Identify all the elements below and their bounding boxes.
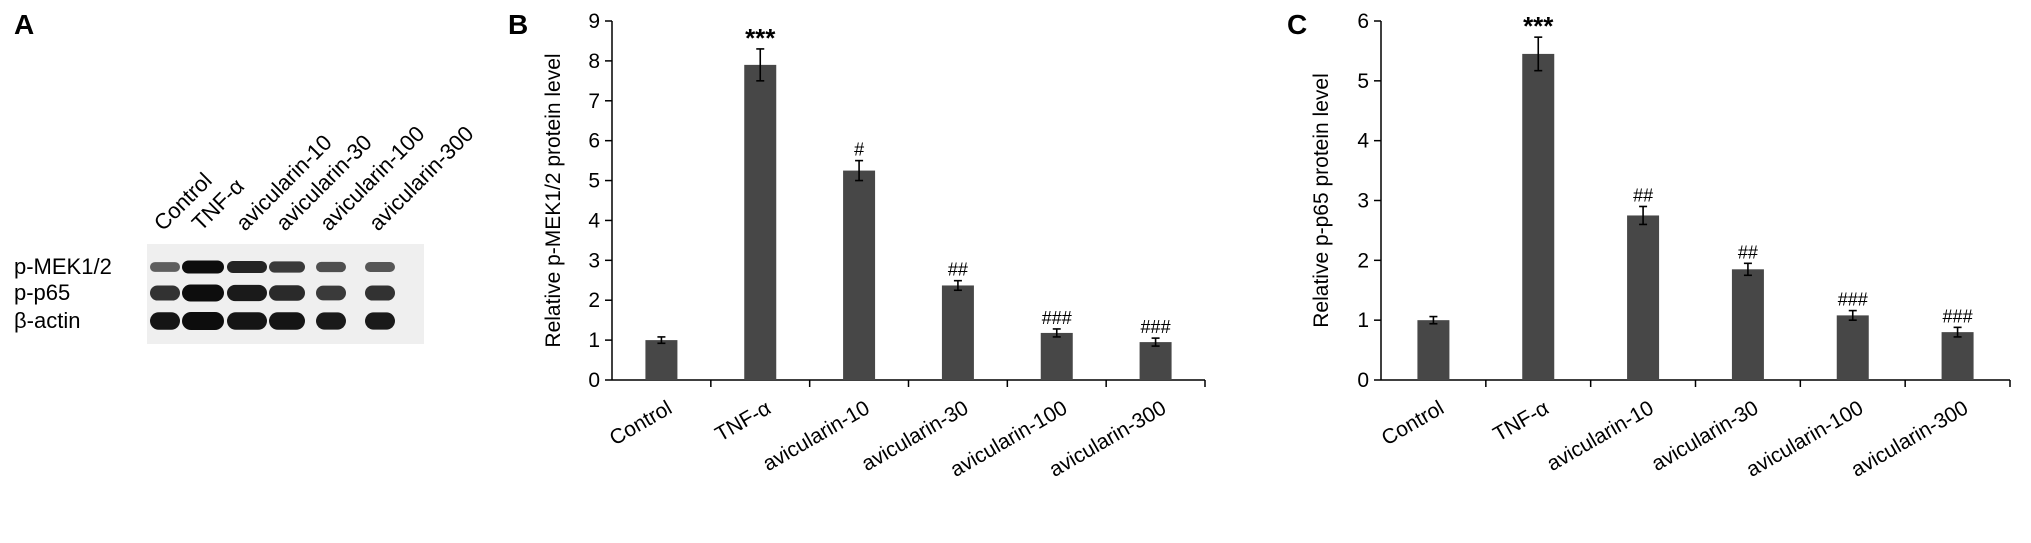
blot-band-p-mek1-2-lane-3 <box>227 260 267 274</box>
blot-band-p-mek1-2-lane-4 <box>269 261 305 273</box>
error-bar-avicularin-10 <box>855 159 864 182</box>
significance-label-avicularin-100: ### <box>1838 290 1868 310</box>
x-tick-label-avicularin-10: avicularin-10 <box>759 396 874 475</box>
error-bar-avicularin-30 <box>1743 262 1752 277</box>
blot-band-p-p65-lane-3 <box>227 284 267 302</box>
blot-band-actin-lane-1 <box>150 312 180 330</box>
blot-band-actin-lane-5 <box>316 312 346 330</box>
bar-avicularin-10 <box>843 170 876 380</box>
y-tick-label: 8 <box>588 50 600 73</box>
y-tick-label: 2 <box>588 289 600 312</box>
blot-band-actin-lane-4 <box>269 312 305 330</box>
blot-row-label-actin: β-actin <box>14 308 80 333</box>
x-tick-label-avicularin-100: avicularin-100 <box>1743 396 1868 481</box>
y-tick-label: 1 <box>1357 309 1369 332</box>
y-axis-title: Relative p-MEK1/2 protein level <box>542 53 565 347</box>
significance-label-avicularin-10: ## <box>1633 185 1653 205</box>
blot-row-labels: p-MEK1/2p-p65 β-actin <box>14 254 112 333</box>
x-tick-label-control: Control <box>1378 396 1448 450</box>
y-tick-label: 6 <box>1357 10 1369 33</box>
significance-label-tnf: *** <box>1523 11 1554 41</box>
y-tick-label: 0 <box>588 369 600 392</box>
bar-chart-p-mek: 0 1 2 3 4 5 6 7 8 9 Control *** TNF-α # avicularin-10 #… <box>542 10 1206 482</box>
blot-band-actin-lane-6 <box>365 312 395 330</box>
y-tick-label: 5 <box>1357 70 1369 93</box>
significance-label-avicularin-100: ### <box>1042 308 1072 328</box>
bar-control <box>1417 320 1450 380</box>
blot-band-p-p65-lane-5 <box>316 285 346 301</box>
y-tick-label: 9 <box>588 10 600 33</box>
y-tick-label: 6 <box>588 130 600 153</box>
chart-panel-c: C 0 1 2 3 4 5 6 Control *** TNF-α ## avicularin-10 #… <box>1287 9 2011 482</box>
bar-avicularin-300 <box>1139 342 1172 380</box>
bar-chart-p-p65: 0 1 2 3 4 5 6 Control *** TNF-α ## avicularin-10 ## a… <box>1310 10 2011 482</box>
chart-panel-b: B 0 1 2 3 4 5 6 7 8 9 Control *** TNF-α # avicularin-1… <box>508 9 1206 482</box>
y-tick-label: 2 <box>1357 249 1369 272</box>
blot-band-p-mek1-2-lane-1 <box>150 262 180 272</box>
blot-band-p-mek1-2-lane-5 <box>316 261 346 273</box>
bar-avicularin-300 <box>1941 332 1974 380</box>
significance-label-avicularin-300: ### <box>1141 317 1171 337</box>
bar-tnf <box>1522 53 1555 381</box>
significance-label-avicularin-30: ## <box>948 260 968 280</box>
y-tick-label: 5 <box>588 170 600 193</box>
x-tick-label-control: Control <box>606 396 676 450</box>
error-bar-avicularin-300 <box>1151 337 1160 347</box>
y-tick-label: 0 <box>1357 369 1369 392</box>
error-bar-avicularin-100 <box>1052 328 1061 338</box>
x-tick-label-avicularin-10: avicularin-10 <box>1543 396 1658 475</box>
bar-avicularin-30 <box>1731 269 1764 380</box>
error-bar-avicularin-100 <box>1848 309 1857 321</box>
panel-letter-b: B <box>508 9 528 40</box>
blot-band-p-mek1-2-lane-6 <box>365 261 395 273</box>
y-axis-title: Relative p-p65 protein level <box>1310 73 1333 327</box>
significance-label-avicularin-10: # <box>854 140 864 160</box>
panel-letter-c: C <box>1287 9 1307 40</box>
error-bar-control <box>1429 315 1438 325</box>
x-tick-label-tnf: TNF-α <box>711 396 774 446</box>
panel-letter-a: A <box>14 9 34 40</box>
bar-avicularin-100 <box>1836 315 1869 380</box>
bar-avicularin-100 <box>1040 332 1073 380</box>
y-tick-label: 3 <box>1357 190 1369 213</box>
y-tick-label: 4 <box>1357 130 1369 153</box>
significance-label-tnf: *** <box>745 23 776 53</box>
blot-band-p-p65-lane-2 <box>182 284 224 302</box>
blot-band-p-p65-lane-6 <box>365 285 395 301</box>
error-bar-avicularin-300 <box>1953 326 1962 338</box>
error-bar-tnf <box>756 48 765 82</box>
bar-control <box>645 340 678 380</box>
significance-label-avicularin-300: ### <box>1943 306 1973 326</box>
x-tick-label-avicularin-300: avicularin-300 <box>1847 396 1972 481</box>
significance-label-avicularin-30: ## <box>1738 242 1758 262</box>
blot-bands <box>150 260 395 330</box>
y-tick-label: 4 <box>588 209 600 232</box>
blot-lane-labels: ControlTNF-αavicularin-10avicularin-30av… <box>149 121 479 236</box>
blot-band-p-mek1-2-lane-2 <box>182 260 224 274</box>
blot-band-p-p65-lane-4 <box>269 285 305 301</box>
error-bar-avicularin-10 <box>1639 205 1648 226</box>
y-tick-label: 7 <box>588 90 600 113</box>
bar-avicularin-10 <box>1627 215 1660 380</box>
y-tick-label: 3 <box>588 249 600 272</box>
blot-row-label-p-mek1-2: p-MEK1/2 <box>14 254 112 279</box>
blot-band-actin-lane-3 <box>227 312 267 330</box>
error-bar-tnf <box>1534 36 1543 72</box>
bar-avicularin-30 <box>941 285 974 380</box>
error-bar-control <box>657 336 666 345</box>
blot-band-p-p65-lane-1 <box>150 285 180 301</box>
western-blot-panel: A ControlTNF-αavicularin-10avicularin-30… <box>14 9 478 344</box>
y-tick-label: 1 <box>588 329 600 352</box>
blot-band-actin-lane-2 <box>182 312 224 330</box>
error-bar-avicularin-30 <box>953 279 962 292</box>
bar-tnf <box>744 64 777 380</box>
x-tick-label-tnf: TNF-α <box>1489 396 1552 446</box>
blot-row-label-p-p65: p-p65 <box>14 280 70 305</box>
